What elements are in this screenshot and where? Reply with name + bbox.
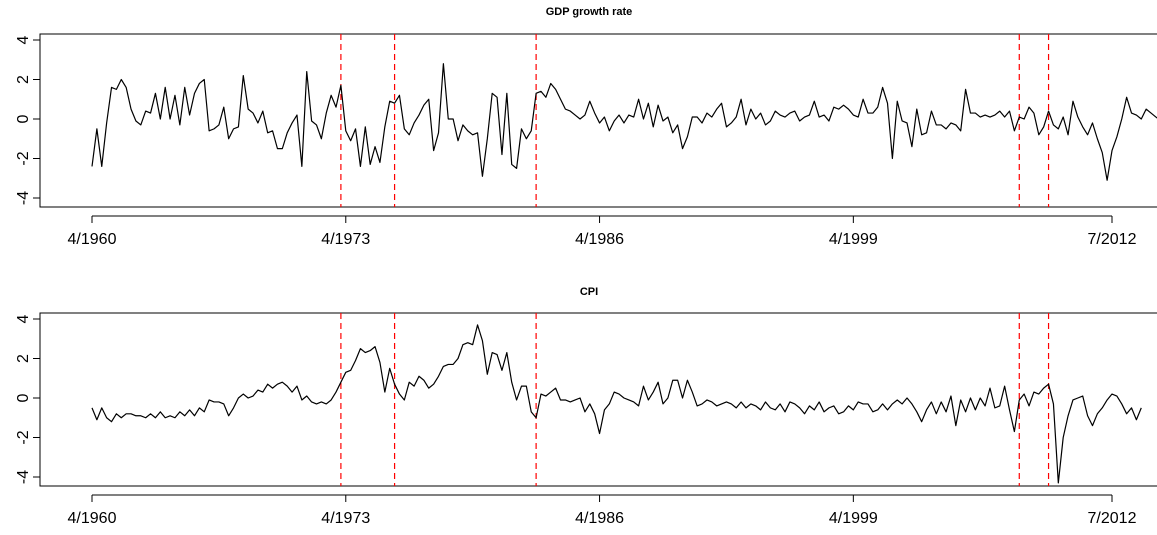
x-tick-label: 7/2012 (1088, 231, 1137, 248)
x-tick-label: 4/1999 (829, 510, 878, 527)
y-tick-label: -4 (15, 470, 32, 484)
y-tick-label: 2 (15, 354, 32, 363)
series-line (91, 63, 1157, 181)
y-tick-label: 0 (15, 393, 32, 402)
panel-title: GDP growth rate (546, 6, 633, 18)
panel-title: CPI (580, 286, 598, 298)
plot-frame (39, 33, 1157, 208)
x-tick-label: 4/1973 (321, 510, 370, 527)
y-tick-label: 0 (15, 114, 32, 123)
y-tick-label: 4 (15, 35, 32, 44)
x-tick-label: 4/1999 (829, 231, 878, 248)
panel-cpi: CPI -4 -2 0 2 4 4/1960 4/1973 4/1986 4/1999 7/201… (15, 286, 1157, 527)
series-line (91, 324, 1142, 484)
x-tick-label: 4/1960 (68, 510, 117, 527)
plot-frame (39, 312, 1157, 487)
x-tick-label: 4/1986 (575, 510, 624, 527)
panel-gdp-growth: GDP growth rate -4 -2 0 2 4 4/1960 4/1973 4/198… (15, 6, 1157, 248)
y-tick-label: -4 (15, 191, 32, 205)
y-tick-label: 4 (15, 314, 32, 323)
y-tick-label: 2 (15, 75, 32, 84)
y-tick-label: -2 (15, 430, 32, 444)
x-tick-label: 4/1986 (575, 231, 624, 248)
x-tick-label: 4/1973 (321, 231, 370, 248)
x-tick-label: 7/2012 (1088, 510, 1137, 527)
x-tick-label: 4/1960 (68, 231, 117, 248)
y-tick-label: -2 (15, 151, 32, 165)
